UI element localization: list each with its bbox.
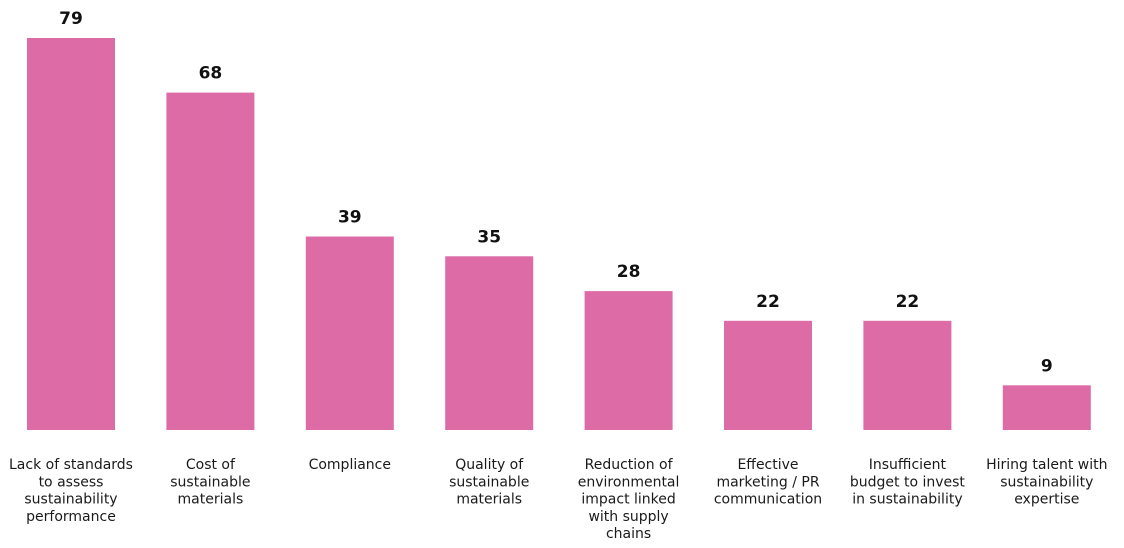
value-label-3: 35: [477, 227, 501, 247]
category-label-3: Quality of sustainable materials: [449, 457, 529, 508]
category-labels-group: Lack of standards to assess sustainability…: [9, 457, 1107, 542]
category-label-2: Compliance: [309, 457, 391, 473]
value-label-4: 28: [617, 262, 641, 282]
category-label-4: Reduction of environmental impact linked wi…: [578, 457, 680, 542]
bars-group: [27, 38, 1091, 430]
category-label-5: Effective marketing / PR communication: [714, 457, 822, 508]
value-label-0: 79: [59, 9, 83, 29]
value-label-5: 22: [756, 292, 780, 312]
bar-1: [166, 92, 255, 430]
bar-3: [445, 256, 534, 430]
value-label-1: 68: [199, 64, 223, 84]
value-label-7: 9: [1041, 356, 1053, 376]
value-label-6: 22: [896, 292, 920, 312]
category-label-0: Lack of standards to assess sustainability…: [9, 457, 133, 525]
bar-2: [305, 236, 394, 430]
bar-0: [27, 38, 115, 430]
category-label-1: Cost of sustainable materials: [170, 457, 250, 508]
bar-4: [584, 291, 673, 430]
bar-6: [863, 320, 952, 430]
value-label-2: 39: [338, 208, 362, 228]
value-labels-group: 79 68 39 35 28 22 22 9: [59, 9, 1053, 376]
category-label-6: Insufficient budget to invest in sustainab…: [850, 457, 966, 508]
category-label-7: Hiring talent with sustainability expertis…: [986, 457, 1107, 508]
bar-5: [724, 320, 812, 430]
bar-7: [1002, 385, 1091, 430]
